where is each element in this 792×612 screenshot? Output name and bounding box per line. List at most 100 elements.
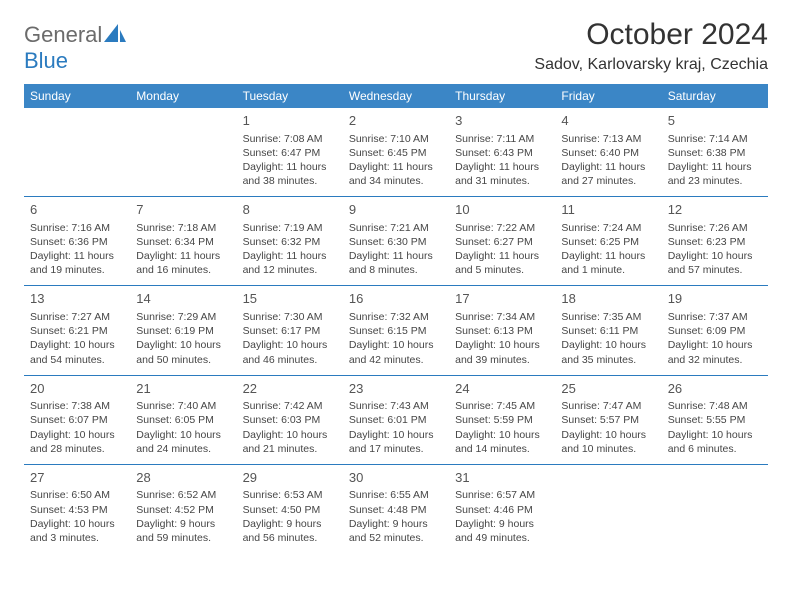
- day-number: 4: [561, 112, 655, 130]
- weekday-header: Saturday: [662, 84, 768, 108]
- sunset-text: Sunset: 6:23 PM: [668, 235, 762, 249]
- logo-text-2: Blue: [24, 48, 68, 73]
- day-number: 5: [668, 112, 762, 130]
- daylight-text: Daylight: 9 hours and 59 minutes.: [136, 517, 230, 545]
- day-cell: 28Sunrise: 6:52 AMSunset: 4:52 PMDayligh…: [130, 464, 236, 553]
- sunrise-text: Sunrise: 7:22 AM: [455, 221, 549, 235]
- sunset-text: Sunset: 5:59 PM: [455, 413, 549, 427]
- daylight-text: Daylight: 11 hours and 16 minutes.: [136, 249, 230, 277]
- logo: General Blue: [24, 22, 126, 74]
- day-cell: 13Sunrise: 7:27 AMSunset: 6:21 PMDayligh…: [24, 286, 130, 375]
- day-number: 15: [243, 290, 337, 308]
- day-cell: 21Sunrise: 7:40 AMSunset: 6:05 PMDayligh…: [130, 375, 236, 464]
- calendar-row: 1Sunrise: 7:08 AMSunset: 6:47 PMDaylight…: [24, 108, 768, 197]
- sunrise-text: Sunrise: 7:38 AM: [30, 399, 124, 413]
- day-cell: 30Sunrise: 6:55 AMSunset: 4:48 PMDayligh…: [343, 464, 449, 553]
- day-cell: 2Sunrise: 7:10 AMSunset: 6:45 PMDaylight…: [343, 108, 449, 197]
- sunrise-text: Sunrise: 6:53 AM: [243, 488, 337, 502]
- day-number: 29: [243, 469, 337, 487]
- day-cell: 5Sunrise: 7:14 AMSunset: 6:38 PMDaylight…: [662, 108, 768, 197]
- logo-sail-icon: [104, 24, 126, 42]
- sunset-text: Sunset: 6:07 PM: [30, 413, 124, 427]
- sunrise-text: Sunrise: 7:08 AM: [243, 132, 337, 146]
- day-cell: 19Sunrise: 7:37 AMSunset: 6:09 PMDayligh…: [662, 286, 768, 375]
- sunrise-text: Sunrise: 7:16 AM: [30, 221, 124, 235]
- calendar-row: 27Sunrise: 6:50 AMSunset: 4:53 PMDayligh…: [24, 464, 768, 553]
- day-cell: 4 Sunrise: 7:13 AMSunset: 6:40 PMDaylight…: [555, 108, 661, 197]
- day-cell: 8Sunrise: 7:19 AMSunset: 6:32 PMDaylight…: [237, 197, 343, 286]
- sunset-text: Sunset: 6:25 PM: [561, 235, 655, 249]
- daylight-text: Daylight: 9 hours and 56 minutes.: [243, 517, 337, 545]
- daylight-text: Daylight: 10 hours and 46 minutes.: [243, 338, 337, 366]
- day-cell: 12Sunrise: 7:26 AMSunset: 6:23 PMDayligh…: [662, 197, 768, 286]
- sunrise-text: Sunrise: 6:52 AM: [136, 488, 230, 502]
- day-cell: 9Sunrise: 7:21 AMSunset: 6:30 PMDaylight…: [343, 197, 449, 286]
- day-cell: 6Sunrise: 7:16 AMSunset: 6:36 PMDaylight…: [24, 197, 130, 286]
- daylight-text: Daylight: 11 hours and 38 minutes.: [243, 160, 337, 188]
- day-number: 2: [349, 112, 443, 130]
- sunrise-text: Sunrise: 7:37 AM: [668, 310, 762, 324]
- sunrise-text: Sunrise: 7:32 AM: [349, 310, 443, 324]
- empty-cell: [555, 464, 661, 553]
- sunset-text: Sunset: 4:48 PM: [349, 503, 443, 517]
- day-cell: 31Sunrise: 6:57 AMSunset: 4:46 PMDayligh…: [449, 464, 555, 553]
- daylight-text: Daylight: 10 hours and 6 minutes.: [668, 428, 762, 456]
- sunrise-text: Sunrise: 7:11 AM: [455, 132, 549, 146]
- day-cell: 27Sunrise: 6:50 AMSunset: 4:53 PMDayligh…: [24, 464, 130, 553]
- day-number: 20: [30, 380, 124, 398]
- daylight-text: Daylight: 10 hours and 10 minutes.: [561, 428, 655, 456]
- sunset-text: Sunset: 6:34 PM: [136, 235, 230, 249]
- weekday-header-row: SundayMondayTuesdayWednesdayThursdayFrid…: [24, 84, 768, 108]
- day-cell: 10Sunrise: 7:22 AMSunset: 6:27 PMDayligh…: [449, 197, 555, 286]
- day-cell: 18Sunrise: 7:35 AMSunset: 6:11 PMDayligh…: [555, 286, 661, 375]
- day-number: 21: [136, 380, 230, 398]
- day-cell: 7Sunrise: 7:18 AMSunset: 6:34 PMDaylight…: [130, 197, 236, 286]
- day-number: 22: [243, 380, 337, 398]
- day-number: 25: [561, 380, 655, 398]
- empty-cell: [130, 108, 236, 197]
- sunset-text: Sunset: 6:21 PM: [30, 324, 124, 338]
- weekday-header: Monday: [130, 84, 236, 108]
- sunset-text: Sunset: 6:03 PM: [243, 413, 337, 427]
- daylight-text: Daylight: 10 hours and 39 minutes.: [455, 338, 549, 366]
- day-number: 16: [349, 290, 443, 308]
- day-cell: 25Sunrise: 7:47 AMSunset: 5:57 PMDayligh…: [555, 375, 661, 464]
- sunrise-text: Sunrise: 7:27 AM: [30, 310, 124, 324]
- sunset-text: Sunset: 6:32 PM: [243, 235, 337, 249]
- daylight-text: Daylight: 11 hours and 8 minutes.: [349, 249, 443, 277]
- sunrise-text: Sunrise: 7:13 AM: [561, 132, 655, 146]
- daylight-text: Daylight: 11 hours and 19 minutes.: [30, 249, 124, 277]
- day-number: 9: [349, 201, 443, 219]
- daylight-text: Daylight: 11 hours and 12 minutes.: [243, 249, 337, 277]
- daylight-text: Daylight: 10 hours and 28 minutes.: [30, 428, 124, 456]
- day-number: 12: [668, 201, 762, 219]
- sunrise-text: Sunrise: 7:34 AM: [455, 310, 549, 324]
- sunset-text: Sunset: 6:36 PM: [30, 235, 124, 249]
- day-number: 3: [455, 112, 549, 130]
- daylight-text: Daylight: 10 hours and 42 minutes.: [349, 338, 443, 366]
- sunset-text: Sunset: 4:50 PM: [243, 503, 337, 517]
- daylight-text: Daylight: 11 hours and 27 minutes.: [561, 160, 655, 188]
- sunrise-text: Sunrise: 7:24 AM: [561, 221, 655, 235]
- sunrise-text: Sunrise: 7:21 AM: [349, 221, 443, 235]
- sunset-text: Sunset: 6:40 PM: [561, 146, 655, 160]
- day-number: 31: [455, 469, 549, 487]
- day-cell: 26Sunrise: 7:48 AMSunset: 5:55 PMDayligh…: [662, 375, 768, 464]
- daylight-text: Daylight: 9 hours and 49 minutes.: [455, 517, 549, 545]
- day-number: 26: [668, 380, 762, 398]
- daylight-text: Daylight: 11 hours and 34 minutes.: [349, 160, 443, 188]
- sunrise-text: Sunrise: 6:50 AM: [30, 488, 124, 502]
- sunrise-text: Sunrise: 7:10 AM: [349, 132, 443, 146]
- daylight-text: Daylight: 10 hours and 17 minutes.: [349, 428, 443, 456]
- daylight-text: Daylight: 10 hours and 24 minutes.: [136, 428, 230, 456]
- sunset-text: Sunset: 6:19 PM: [136, 324, 230, 338]
- day-number: 24: [455, 380, 549, 398]
- day-number: 10: [455, 201, 549, 219]
- sunset-text: Sunset: 5:55 PM: [668, 413, 762, 427]
- sunrise-text: Sunrise: 7:26 AM: [668, 221, 762, 235]
- sunset-text: Sunset: 4:46 PM: [455, 503, 549, 517]
- weekday-header: Tuesday: [237, 84, 343, 108]
- day-cell: 23Sunrise: 7:43 AMSunset: 6:01 PMDayligh…: [343, 375, 449, 464]
- sunset-text: Sunset: 6:38 PM: [668, 146, 762, 160]
- day-number: 14: [136, 290, 230, 308]
